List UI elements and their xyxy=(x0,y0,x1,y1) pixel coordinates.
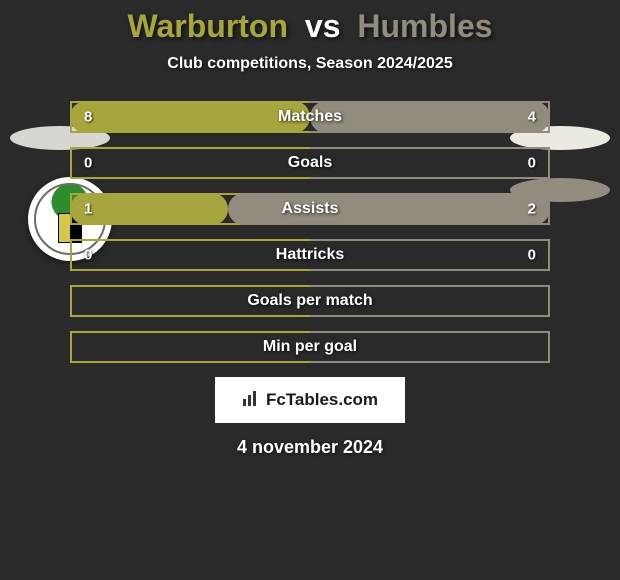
stat-label: Assists xyxy=(282,200,339,218)
comparison-title: Warburton vs Humbles xyxy=(0,0,620,45)
stat-label: Matches xyxy=(278,108,342,126)
stat-fill-right xyxy=(310,101,550,133)
subtitle: Club competitions, Season 2024/2025 xyxy=(0,55,620,73)
stat-row: Min per goal xyxy=(70,331,550,363)
vs-text: vs xyxy=(305,8,341,44)
stat-value-right: 0 xyxy=(528,155,536,172)
stat-row: 0 0 Goals xyxy=(70,147,550,179)
stat-fill-left xyxy=(70,101,310,133)
chart-icon xyxy=(242,389,260,412)
stat-row: 8 4 Matches xyxy=(70,101,550,133)
brand-badge: FcTables.com xyxy=(215,377,405,423)
stat-label: Hattricks xyxy=(276,246,344,264)
stat-label: Goals xyxy=(288,154,332,172)
stat-value-right: 2 xyxy=(528,201,536,218)
player2-name: Humbles xyxy=(357,8,492,44)
stat-row: Goals per match xyxy=(70,285,550,317)
stat-value-left: 1 xyxy=(84,201,92,218)
stat-row: 0 0 Hattricks xyxy=(70,239,550,271)
player1-name: Warburton xyxy=(127,8,288,44)
footer-date: 4 november 2024 xyxy=(0,437,620,458)
stat-value-left: 0 xyxy=(84,155,92,172)
stat-value-right: 0 xyxy=(528,247,536,264)
stat-row: 1 2 Assists xyxy=(70,193,550,225)
stat-value-right: 4 xyxy=(528,109,536,126)
brand-text: FcTables.com xyxy=(266,390,378,410)
stat-fill-left xyxy=(70,193,228,225)
stat-value-left: 0 xyxy=(84,247,92,264)
stat-label: Goals per match xyxy=(247,292,372,310)
stat-label: Min per goal xyxy=(263,338,357,356)
stat-fill-right xyxy=(228,193,550,225)
stat-value-left: 8 xyxy=(84,109,92,126)
